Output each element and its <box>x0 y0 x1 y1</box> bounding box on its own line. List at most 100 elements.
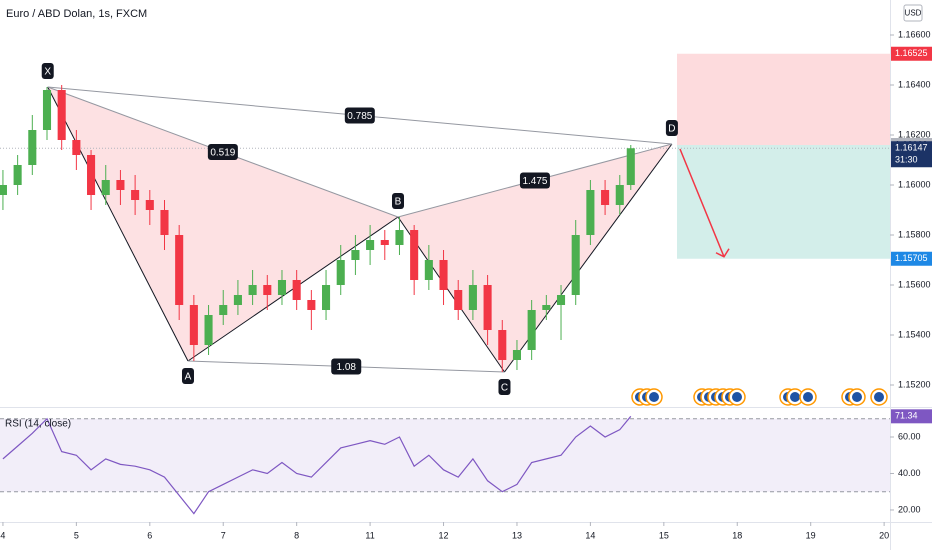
x-tick-label: 20 <box>879 530 889 540</box>
candle-body <box>586 190 595 235</box>
candle-body <box>556 295 566 305</box>
price-line-label-bg <box>891 251 932 266</box>
x-tick-label: 14 <box>585 530 595 540</box>
candle-body <box>28 130 37 165</box>
candle-body <box>571 235 580 295</box>
candle-body <box>626 148 635 185</box>
candle-body <box>380 240 389 245</box>
point-label-bg <box>392 193 405 209</box>
event-icon-inner <box>874 392 884 402</box>
price-line-label: 1.16525 <box>895 48 928 58</box>
candle-body <box>601 190 610 205</box>
stop-zone <box>677 53 890 145</box>
candle-body <box>292 280 301 300</box>
y-tick-label: 1.15600 <box>898 279 931 289</box>
candle-body <box>410 230 419 280</box>
x-tick-label: 18 <box>732 530 742 540</box>
point-label: X <box>44 67 51 78</box>
ratio-label-bg <box>519 172 550 189</box>
rsi-line <box>2 415 632 515</box>
candle-body <box>175 235 184 305</box>
x-tick-label: 15 <box>659 530 669 540</box>
candle-body <box>498 330 507 360</box>
chart-title: Euro / ABD Dolan, 1s, FXCM <box>6 8 147 20</box>
point-label: A <box>185 372 192 383</box>
event-icon-inner <box>852 392 862 402</box>
candle-body <box>483 285 492 330</box>
point-label-bg <box>498 379 511 395</box>
candle-body <box>160 210 169 235</box>
candle-body <box>72 140 81 155</box>
event-icon-inner <box>790 392 800 402</box>
x-tick-label: 13 <box>512 530 522 540</box>
pattern-fill <box>47 87 399 361</box>
ratio-label: 0.519 <box>210 148 235 159</box>
rsi-y-tick-label: 40.00 <box>898 468 921 478</box>
candle-body <box>219 305 228 315</box>
candle-body <box>424 260 433 280</box>
rsi-y-tick-label: 20.00 <box>898 504 921 514</box>
candle-body <box>615 185 624 205</box>
candle-body <box>116 180 125 190</box>
candle-body <box>336 260 345 285</box>
candle-body <box>131 190 140 200</box>
candle-body <box>263 285 272 295</box>
y-tick-label: 1.16200 <box>898 129 931 139</box>
candle-body <box>57 90 66 140</box>
x-tick-label: 8 <box>294 530 299 540</box>
ratio-label: 1.08 <box>336 362 356 373</box>
point-label-bg <box>665 120 678 136</box>
x-tick-label: 7 <box>221 530 226 540</box>
event-icons <box>631 388 888 406</box>
currency: USD <box>905 9 922 18</box>
candle-body <box>512 350 522 360</box>
candle-body <box>204 315 213 345</box>
ratio-label: 0.785 <box>347 111 372 122</box>
pattern-leg <box>47 86 189 362</box>
x-tick-label: 11 <box>365 530 374 540</box>
candle-body <box>395 230 404 245</box>
price-line-label-bg <box>891 141 932 168</box>
candle-body <box>0 185 7 195</box>
candle-body <box>42 90 52 130</box>
currency-box <box>903 4 923 22</box>
candle-body <box>87 155 96 195</box>
ratio-label: 1.475 <box>522 176 547 187</box>
y-tick-label: 1.16000 <box>898 179 931 189</box>
candle-body <box>233 295 242 305</box>
candle-body <box>468 285 477 310</box>
ratio-label-bg <box>207 144 238 160</box>
point-label: C <box>501 383 508 394</box>
event-icon-inner <box>649 392 659 402</box>
candle-body <box>307 300 316 310</box>
candle-body <box>189 305 198 345</box>
candle-body <box>13 165 22 185</box>
candle-body <box>145 200 154 210</box>
x-tick-label: 4 <box>0 530 5 540</box>
candle-body <box>101 180 110 195</box>
price-line-label-bg <box>891 46 932 61</box>
point-label: B <box>395 197 402 208</box>
event-icon-inner <box>732 392 742 402</box>
candle-body <box>322 285 331 310</box>
candle-body <box>351 250 360 260</box>
target-zone <box>677 145 890 259</box>
point-label: D <box>668 124 675 135</box>
rsi-band <box>0 418 890 492</box>
event-icon-inner <box>803 392 813 402</box>
x-tick-label: 19 <box>806 530 816 540</box>
candle-body <box>527 310 536 350</box>
rsi-value-bg <box>891 409 932 424</box>
price-line-label: 1.16147 <box>895 143 928 153</box>
y-tick-label: 1.16600 <box>898 29 931 39</box>
candle-body <box>366 240 375 250</box>
point-label-bg <box>41 63 54 79</box>
trade-arrow <box>679 148 725 258</box>
ratio-label-bg <box>331 358 362 375</box>
trade-arrow-head <box>715 248 730 258</box>
candle-body <box>439 260 448 290</box>
candle-body <box>248 285 257 295</box>
rsi-value-label: 71.34 <box>895 411 918 421</box>
point-label-bg <box>181 368 194 384</box>
